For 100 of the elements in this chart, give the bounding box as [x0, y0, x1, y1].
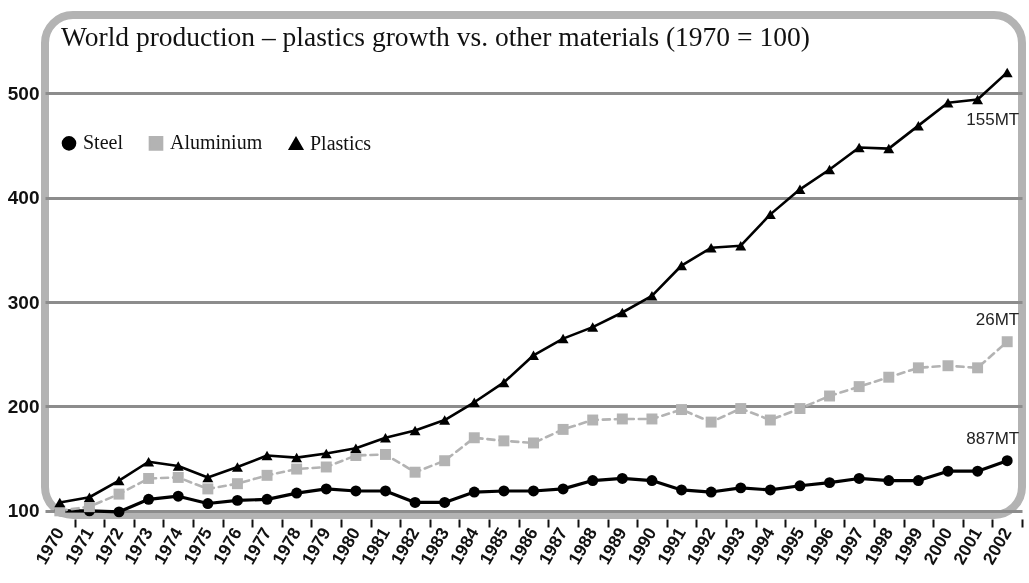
point [1001, 455, 1013, 467]
annotation: 887MT [966, 428, 1020, 448]
point [587, 322, 599, 332]
point [202, 472, 214, 483]
annotation: 155MT [966, 110, 1020, 130]
point [912, 362, 924, 374]
point [379, 485, 391, 497]
point [735, 482, 747, 494]
legend-label: Aluminium [170, 131, 263, 154]
point [1001, 336, 1013, 348]
point [616, 307, 628, 318]
point [587, 414, 599, 426]
y-tick-label: 200 [7, 395, 40, 417]
point [468, 397, 480, 408]
point [676, 404, 688, 416]
y-tick-label: 100 [7, 500, 40, 522]
point [735, 240, 747, 251]
point [853, 473, 865, 484]
point [646, 475, 658, 487]
point [764, 209, 776, 220]
point [587, 475, 599, 487]
point [883, 475, 895, 487]
point [409, 497, 421, 508]
point [616, 413, 628, 425]
point [291, 452, 303, 463]
point [113, 506, 125, 518]
chart-title: World production – plastics growth vs. other materials (1970 = 100) [61, 20, 810, 52]
point [113, 475, 125, 486]
point [942, 465, 954, 477]
point [320, 461, 332, 473]
point [705, 243, 717, 253]
point [646, 413, 658, 425]
y-tick-label: 400 [7, 187, 40, 209]
point [231, 462, 243, 472]
point [350, 443, 362, 453]
point [498, 435, 510, 447]
point [676, 260, 688, 271]
point [676, 484, 688, 496]
point [972, 94, 984, 105]
point [616, 473, 628, 484]
point [764, 484, 776, 496]
point [764, 414, 776, 426]
point [350, 485, 362, 497]
point [528, 485, 539, 497]
point [439, 415, 451, 425]
point [942, 97, 954, 108]
point [320, 448, 332, 459]
point [143, 472, 155, 484]
point [83, 492, 95, 502]
point [824, 477, 836, 489]
point [231, 478, 243, 490]
point [972, 362, 984, 374]
point [972, 465, 984, 477]
point [794, 403, 806, 415]
point [409, 425, 421, 436]
point [557, 483, 569, 495]
y-tick-label: 500 [7, 82, 40, 104]
annotation: 26MT [975, 309, 1020, 329]
point [912, 475, 924, 487]
point [528, 437, 539, 449]
point [468, 432, 480, 444]
legend-label: Steel [83, 131, 124, 154]
point [646, 291, 658, 301]
point [439, 497, 451, 508]
point [113, 488, 125, 500]
point [143, 493, 155, 505]
point [557, 333, 569, 344]
point [291, 487, 303, 499]
point [468, 486, 480, 498]
point [172, 471, 184, 483]
point [439, 455, 451, 467]
point [942, 360, 954, 372]
point [794, 184, 806, 195]
point [291, 463, 303, 475]
point [409, 466, 421, 478]
point [705, 416, 717, 428]
point [528, 350, 539, 361]
point [853, 381, 865, 393]
point [261, 469, 273, 481]
point [1001, 67, 1013, 78]
point [498, 485, 510, 497]
point [202, 483, 214, 495]
point [557, 423, 569, 435]
point [824, 390, 836, 402]
point [883, 371, 895, 383]
point [172, 490, 184, 502]
y-tick-label: 300 [7, 291, 40, 313]
point [54, 497, 66, 508]
point [853, 142, 865, 153]
point [498, 377, 510, 388]
point [261, 493, 273, 505]
point [172, 461, 184, 471]
legend-label: Plastics [310, 131, 372, 154]
point [231, 494, 243, 506]
point [320, 483, 332, 495]
point [202, 498, 214, 509]
point [261, 450, 273, 461]
point [83, 501, 95, 513]
point [883, 143, 895, 154]
point [735, 403, 747, 415]
